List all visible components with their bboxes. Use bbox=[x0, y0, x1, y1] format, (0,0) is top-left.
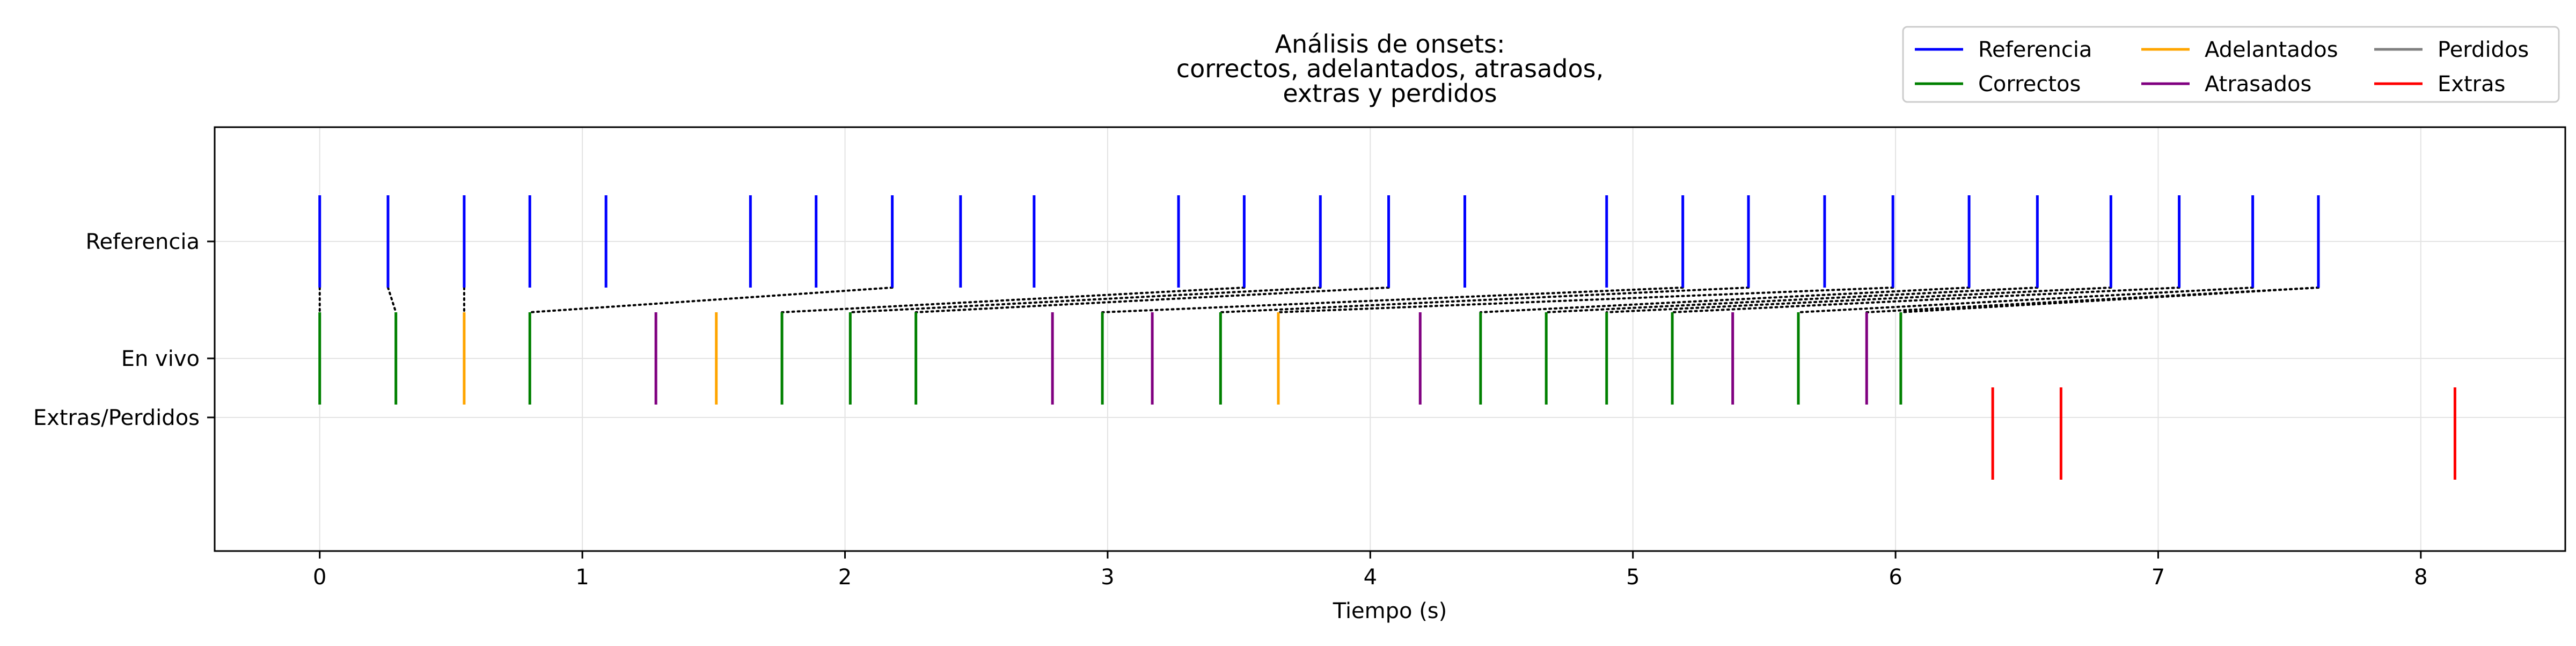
match-line bbox=[1797, 287, 2254, 313]
title-line: correctos, adelantados, atrasados, bbox=[1176, 54, 1604, 83]
live-onsets bbox=[318, 312, 1902, 405]
y-tick-label: En vivo bbox=[121, 347, 200, 371]
match-line bbox=[1479, 287, 1971, 313]
reference-onsets bbox=[318, 195, 2320, 288]
match-line bbox=[1899, 287, 2319, 313]
legend-label: Perdidos bbox=[2438, 38, 2529, 62]
y-axis-ticks: Referencia En vivo Extras/Perdidos bbox=[33, 230, 215, 430]
x-axis-label: Tiempo (s) bbox=[1333, 599, 1447, 623]
match-line bbox=[386, 287, 397, 313]
legend: Referencia Correctos Adelantados Atrasados P… bbox=[1902, 26, 2560, 103]
x-tick-label: 4 bbox=[1364, 565, 1377, 590]
title-line: Análisis de onsets: bbox=[1275, 30, 1505, 58]
title-line: extras y perdidos bbox=[1283, 79, 1497, 108]
match-line bbox=[849, 287, 1322, 313]
legend-label: Correctos bbox=[1978, 72, 2081, 97]
y-tick-label: Referencia bbox=[86, 230, 200, 254]
legend-label: Extras bbox=[2438, 72, 2505, 97]
match-line bbox=[914, 287, 1390, 313]
match-connector-lines bbox=[318, 287, 2319, 313]
x-tick-label: 6 bbox=[1889, 565, 1902, 590]
match-line bbox=[529, 287, 894, 313]
x-tick-label: 0 bbox=[313, 565, 326, 590]
y-tick-label: Extras/Perdidos bbox=[33, 406, 200, 430]
extra-onsets bbox=[1991, 387, 2456, 480]
x-axis-ticks: 0 1 2 3 4 5 6 7 8 bbox=[313, 551, 2428, 590]
match-line bbox=[1277, 287, 1894, 313]
x-tick-label: 1 bbox=[575, 565, 589, 590]
legend-label: Atrasados bbox=[2205, 72, 2311, 97]
match-line bbox=[1219, 287, 1750, 313]
x-tick-label: 2 bbox=[838, 565, 852, 590]
x-tick-label: 7 bbox=[2151, 565, 2165, 590]
match-line bbox=[1545, 287, 2039, 313]
legend-label: Adelantados bbox=[2205, 38, 2338, 62]
match-line bbox=[1101, 287, 1684, 313]
x-tick-label: 8 bbox=[2414, 565, 2427, 590]
legend-label: Referencia bbox=[1978, 38, 2092, 62]
match-line bbox=[781, 287, 1246, 313]
match-line bbox=[1671, 287, 2180, 313]
plot-frame bbox=[214, 126, 2566, 552]
grid-lines bbox=[215, 127, 2565, 551]
match-line bbox=[1605, 287, 2112, 313]
chart-title: Análisis de onsets:correctos, adelantado… bbox=[1176, 30, 1604, 108]
x-tick-label: 5 bbox=[1626, 565, 1640, 590]
x-tick-label: 3 bbox=[1101, 565, 1114, 590]
